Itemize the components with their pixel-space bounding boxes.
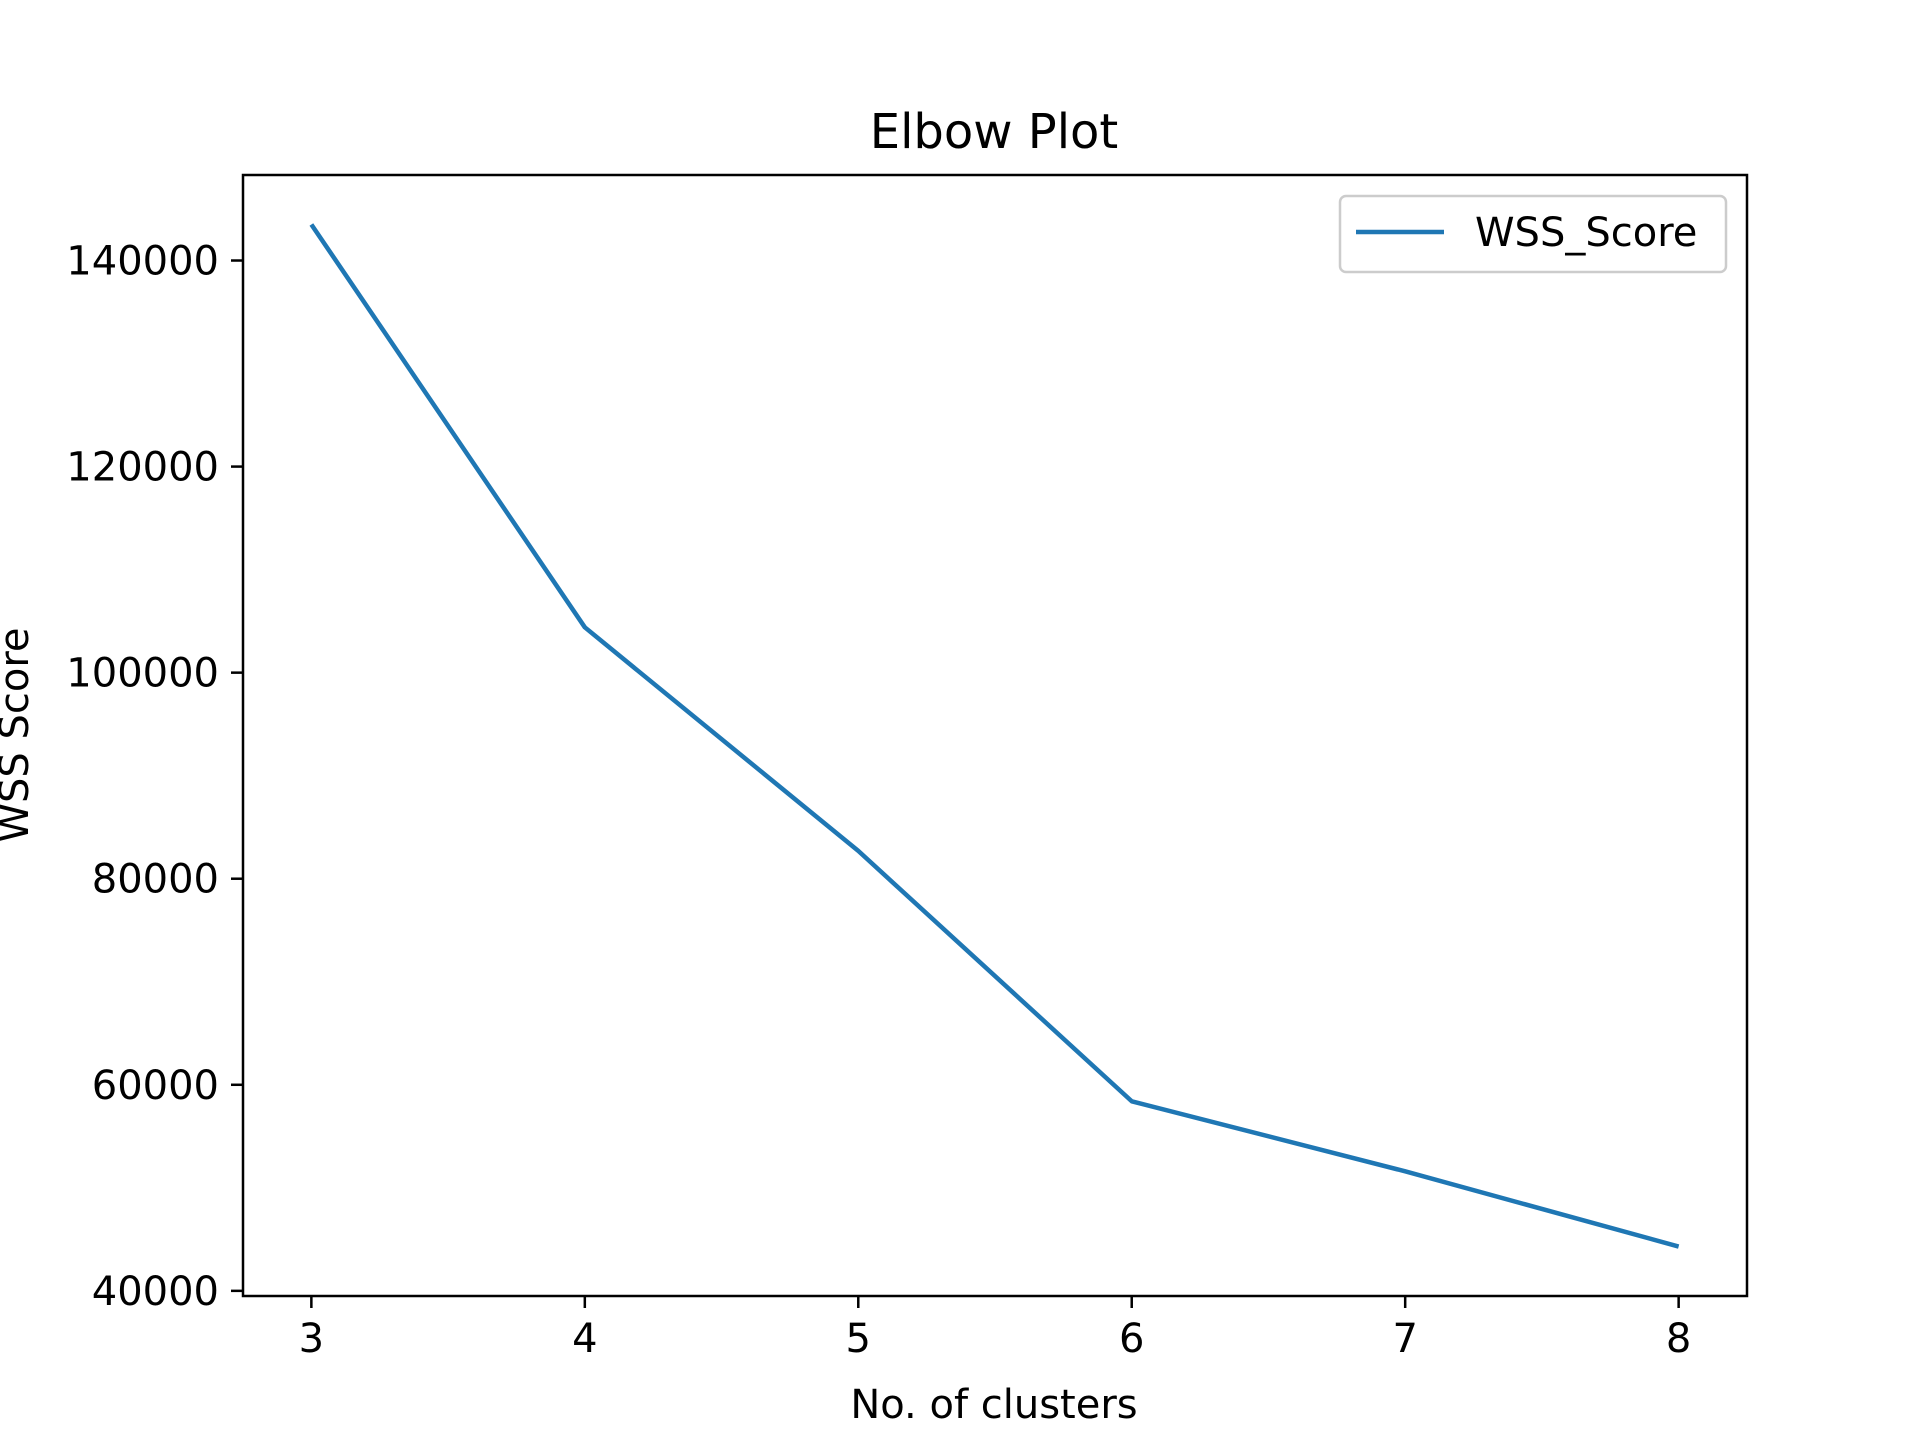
y-tick-label: 120000 <box>66 445 219 491</box>
y-axis-label: WSS Score <box>0 627 38 842</box>
x-axis-ticks: 3 4 5 6 7 8 <box>299 1296 1691 1362</box>
chart-title: Elbow Plot <box>870 104 1118 160</box>
legend: WSS_Score <box>1338 194 1728 274</box>
y-tick-label: 40000 <box>92 1269 219 1315</box>
legend-box <box>1338 194 1728 274</box>
series-layer <box>309 223 1680 1249</box>
x-tick-label: 7 <box>1392 1316 1417 1362</box>
x-tick-label: 8 <box>1666 1316 1691 1362</box>
y-tick-label: 60000 <box>92 1063 219 1109</box>
x-tick-label: 6 <box>1119 1316 1144 1362</box>
x-tick-label: 5 <box>846 1316 871 1362</box>
y-axis-ticks: 40000 60000 80000 100000 120000 140000 <box>66 239 243 1315</box>
series-line-wss-score <box>309 223 1680 1249</box>
y-tick-label: 140000 <box>66 239 219 285</box>
x-tick-label: 4 <box>572 1316 597 1362</box>
plot-area-frame <box>241 173 1749 1298</box>
x-tick-label: 3 <box>299 1316 324 1362</box>
y-tick-label: 100000 <box>66 651 219 697</box>
x-axis-label: No. of clusters <box>850 1382 1137 1428</box>
y-tick-label: 80000 <box>92 857 219 903</box>
legend-label: WSS_Score <box>1475 210 1697 256</box>
